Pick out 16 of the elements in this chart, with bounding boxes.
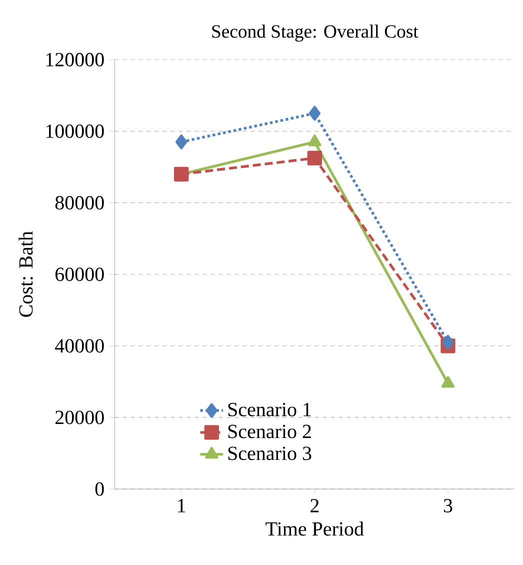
- x-tick-label: 1: [178, 499, 186, 512]
- y-tick-label: 100000: [46, 124, 104, 138]
- legend-label: Scenario 2: [228, 424, 311, 438]
- legend-label: Scenario 3: [228, 446, 312, 460]
- y-tick-label: 20000: [56, 410, 104, 424]
- y-axis-title: Cost: Bath: [18, 231, 33, 317]
- y-tick-label: 40000: [55, 339, 104, 353]
- x-axis-title: Time Period: [266, 522, 364, 536]
- y-tick-label: 60000: [55, 268, 104, 282]
- y-tick-label: 0: [95, 482, 104, 496]
- chart-title: Second Stage: Overall Cost: [212, 24, 418, 42]
- x-tick-label: 2: [310, 499, 319, 512]
- y-tick-label: 120000: [46, 52, 104, 66]
- y-tick-label: 80000: [55, 196, 104, 210]
- x-tick-label: 3: [444, 499, 452, 512]
- legend-label: Scenario 1: [228, 402, 311, 416]
